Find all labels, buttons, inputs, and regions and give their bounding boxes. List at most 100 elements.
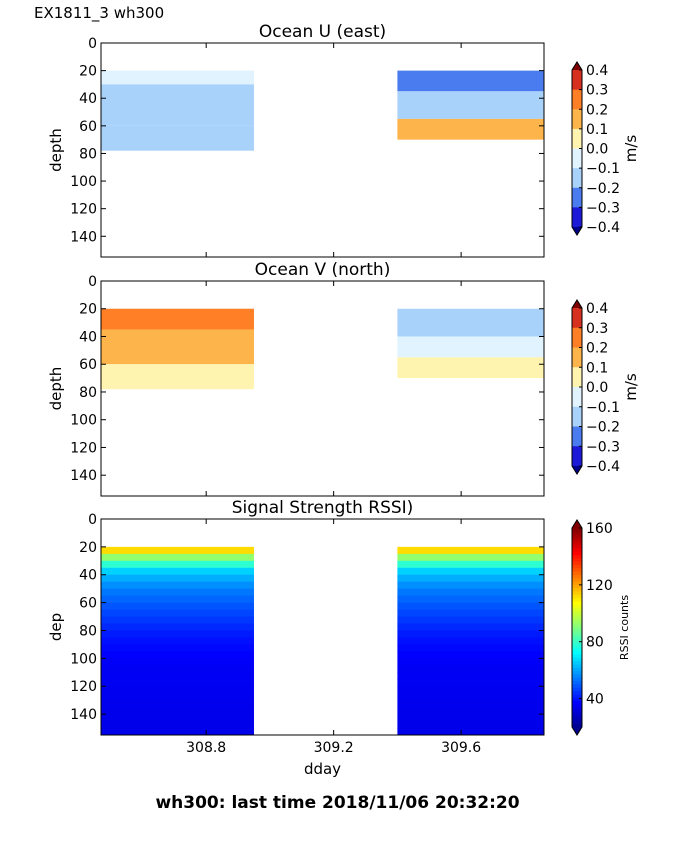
colorbar-swatch — [572, 680, 582, 685]
colorbar-swatch — [572, 607, 582, 612]
data-cell — [397, 728, 544, 736]
colorbar-tick-label: 160 — [586, 521, 613, 537]
colorbar-swatch — [572, 723, 582, 728]
colorbar-swatch — [572, 207, 582, 228]
colorbar-over-arrow — [572, 62, 582, 70]
colorbar-tick-label: 0.1 — [586, 122, 608, 138]
colorbar-swatch — [572, 627, 582, 632]
colorbar-swatch — [572, 544, 582, 549]
data-cell — [101, 679, 254, 687]
colorbar-swatch — [572, 713, 582, 718]
data-cell — [101, 609, 254, 618]
y-tick-label: 40 — [79, 568, 97, 584]
y-tick-label: 140 — [70, 468, 97, 484]
data-cell — [397, 581, 544, 590]
y-tick-label: 60 — [79, 357, 97, 373]
y-tick-label: 60 — [79, 119, 97, 135]
colorbar-swatch — [572, 554, 582, 559]
colorbar-swatch — [572, 148, 582, 169]
colorbar-swatch — [572, 367, 582, 388]
colorbar-swatch — [572, 547, 582, 552]
data-segment — [397, 546, 544, 736]
colorbar-tick-label: 0.3 — [586, 83, 608, 99]
colorbar-swatch — [572, 168, 582, 189]
data-segment — [397, 308, 544, 379]
data-cell — [101, 637, 254, 645]
colorbar-swatch — [572, 594, 582, 599]
y-tick-label: 40 — [79, 91, 97, 107]
colorbar-tick-label: −0.1 — [586, 161, 620, 177]
colorbar-swatch — [572, 700, 582, 705]
data-cell — [397, 595, 544, 604]
colorbar-tick-label: 0.2 — [586, 102, 608, 118]
colorbar-tick-label: −0.4 — [586, 459, 620, 475]
data-cell — [101, 329, 254, 365]
data-segment — [101, 70, 254, 151]
data-segment — [101, 308, 254, 390]
data-cell — [101, 574, 254, 583]
x-tick-label: 308.8 — [186, 740, 226, 756]
panel-1: Ocean U (east) 0 20 40 60 80 100 120 140 depth 0.4… — [47, 22, 640, 258]
data-cell — [101, 70, 254, 85]
colorbar-swatch — [572, 597, 582, 602]
colorbar-swatch — [572, 697, 582, 701]
data-cell — [101, 84, 254, 126]
colorbar-swatch — [572, 426, 582, 447]
data-cell — [397, 616, 544, 625]
colorbar-swatch — [572, 574, 582, 579]
colorbar-swatch — [572, 620, 582, 625]
colorbar: 160 120 80 40 RSSI counts — [571, 519, 631, 736]
plot-frame — [100, 42, 545, 258]
colorbar: 0.4 0.3 0.2 0.1 0.0 −0.1 −0.2 −0.3 −0.4 m/s — [571, 61, 640, 236]
colorbar-swatch — [572, 534, 582, 539]
colorbar-swatch — [572, 634, 582, 638]
figure-title: EX1811_3 wh300 — [34, 4, 165, 22]
colorbar-swatch — [572, 577, 582, 582]
data-cell — [397, 658, 544, 666]
data-cell — [101, 714, 254, 722]
data-cell — [397, 672, 544, 680]
y-tick-label: 80 — [79, 146, 97, 162]
colorbar-swatch — [572, 571, 582, 575]
colorbar-swatch — [572, 667, 582, 672]
data-cell — [397, 714, 544, 722]
data-cell — [101, 595, 254, 604]
y-tick-label: 20 — [79, 64, 97, 80]
data-cell — [397, 70, 544, 92]
colorbar-tick-label: −0.3 — [586, 200, 620, 216]
data-cell — [397, 308, 544, 337]
colorbar-swatch — [572, 551, 582, 556]
y-tick-label: 20 — [79, 302, 97, 318]
colorbar-tick-label: 0.2 — [586, 341, 608, 357]
footer-last-time: wh300: last time 2018/11/06 20:32:20 — [155, 793, 520, 813]
panel-title: Ocean U (east) — [259, 22, 386, 42]
colorbar-swatch — [572, 561, 582, 565]
colorbar-swatch — [572, 693, 582, 698]
colorbar-tick-label: −0.3 — [586, 439, 620, 455]
data-cell — [397, 644, 544, 652]
colorbar-swatch — [572, 541, 582, 546]
colorbar-swatch — [572, 70, 582, 91]
colorbar-swatch — [572, 617, 582, 622]
colorbar-under-arrow — [572, 466, 582, 474]
data-cell — [101, 707, 254, 715]
colorbar-swatch — [572, 564, 582, 569]
colorbar-swatch — [572, 187, 582, 208]
x-axis-label: dday — [304, 760, 341, 778]
data-cell — [101, 630, 254, 638]
data-segment — [397, 70, 544, 140]
data-cell — [101, 665, 254, 673]
data-cell — [397, 693, 544, 701]
data-cell — [397, 560, 544, 569]
colorbar-tick-label: 0.0 — [586, 380, 608, 396]
colorbar-tick-label: 0.1 — [586, 360, 608, 376]
colorbar-swatch — [572, 528, 582, 532]
colorbar-swatch — [572, 637, 582, 642]
data-cell — [397, 651, 544, 659]
y-tick-label: 100 — [70, 651, 97, 667]
data-cell — [101, 588, 254, 597]
colorbar-swatch — [572, 644, 582, 648]
colorbar-swatch — [572, 663, 582, 668]
data-cell — [101, 560, 254, 569]
colorbar-swatch — [572, 660, 582, 665]
